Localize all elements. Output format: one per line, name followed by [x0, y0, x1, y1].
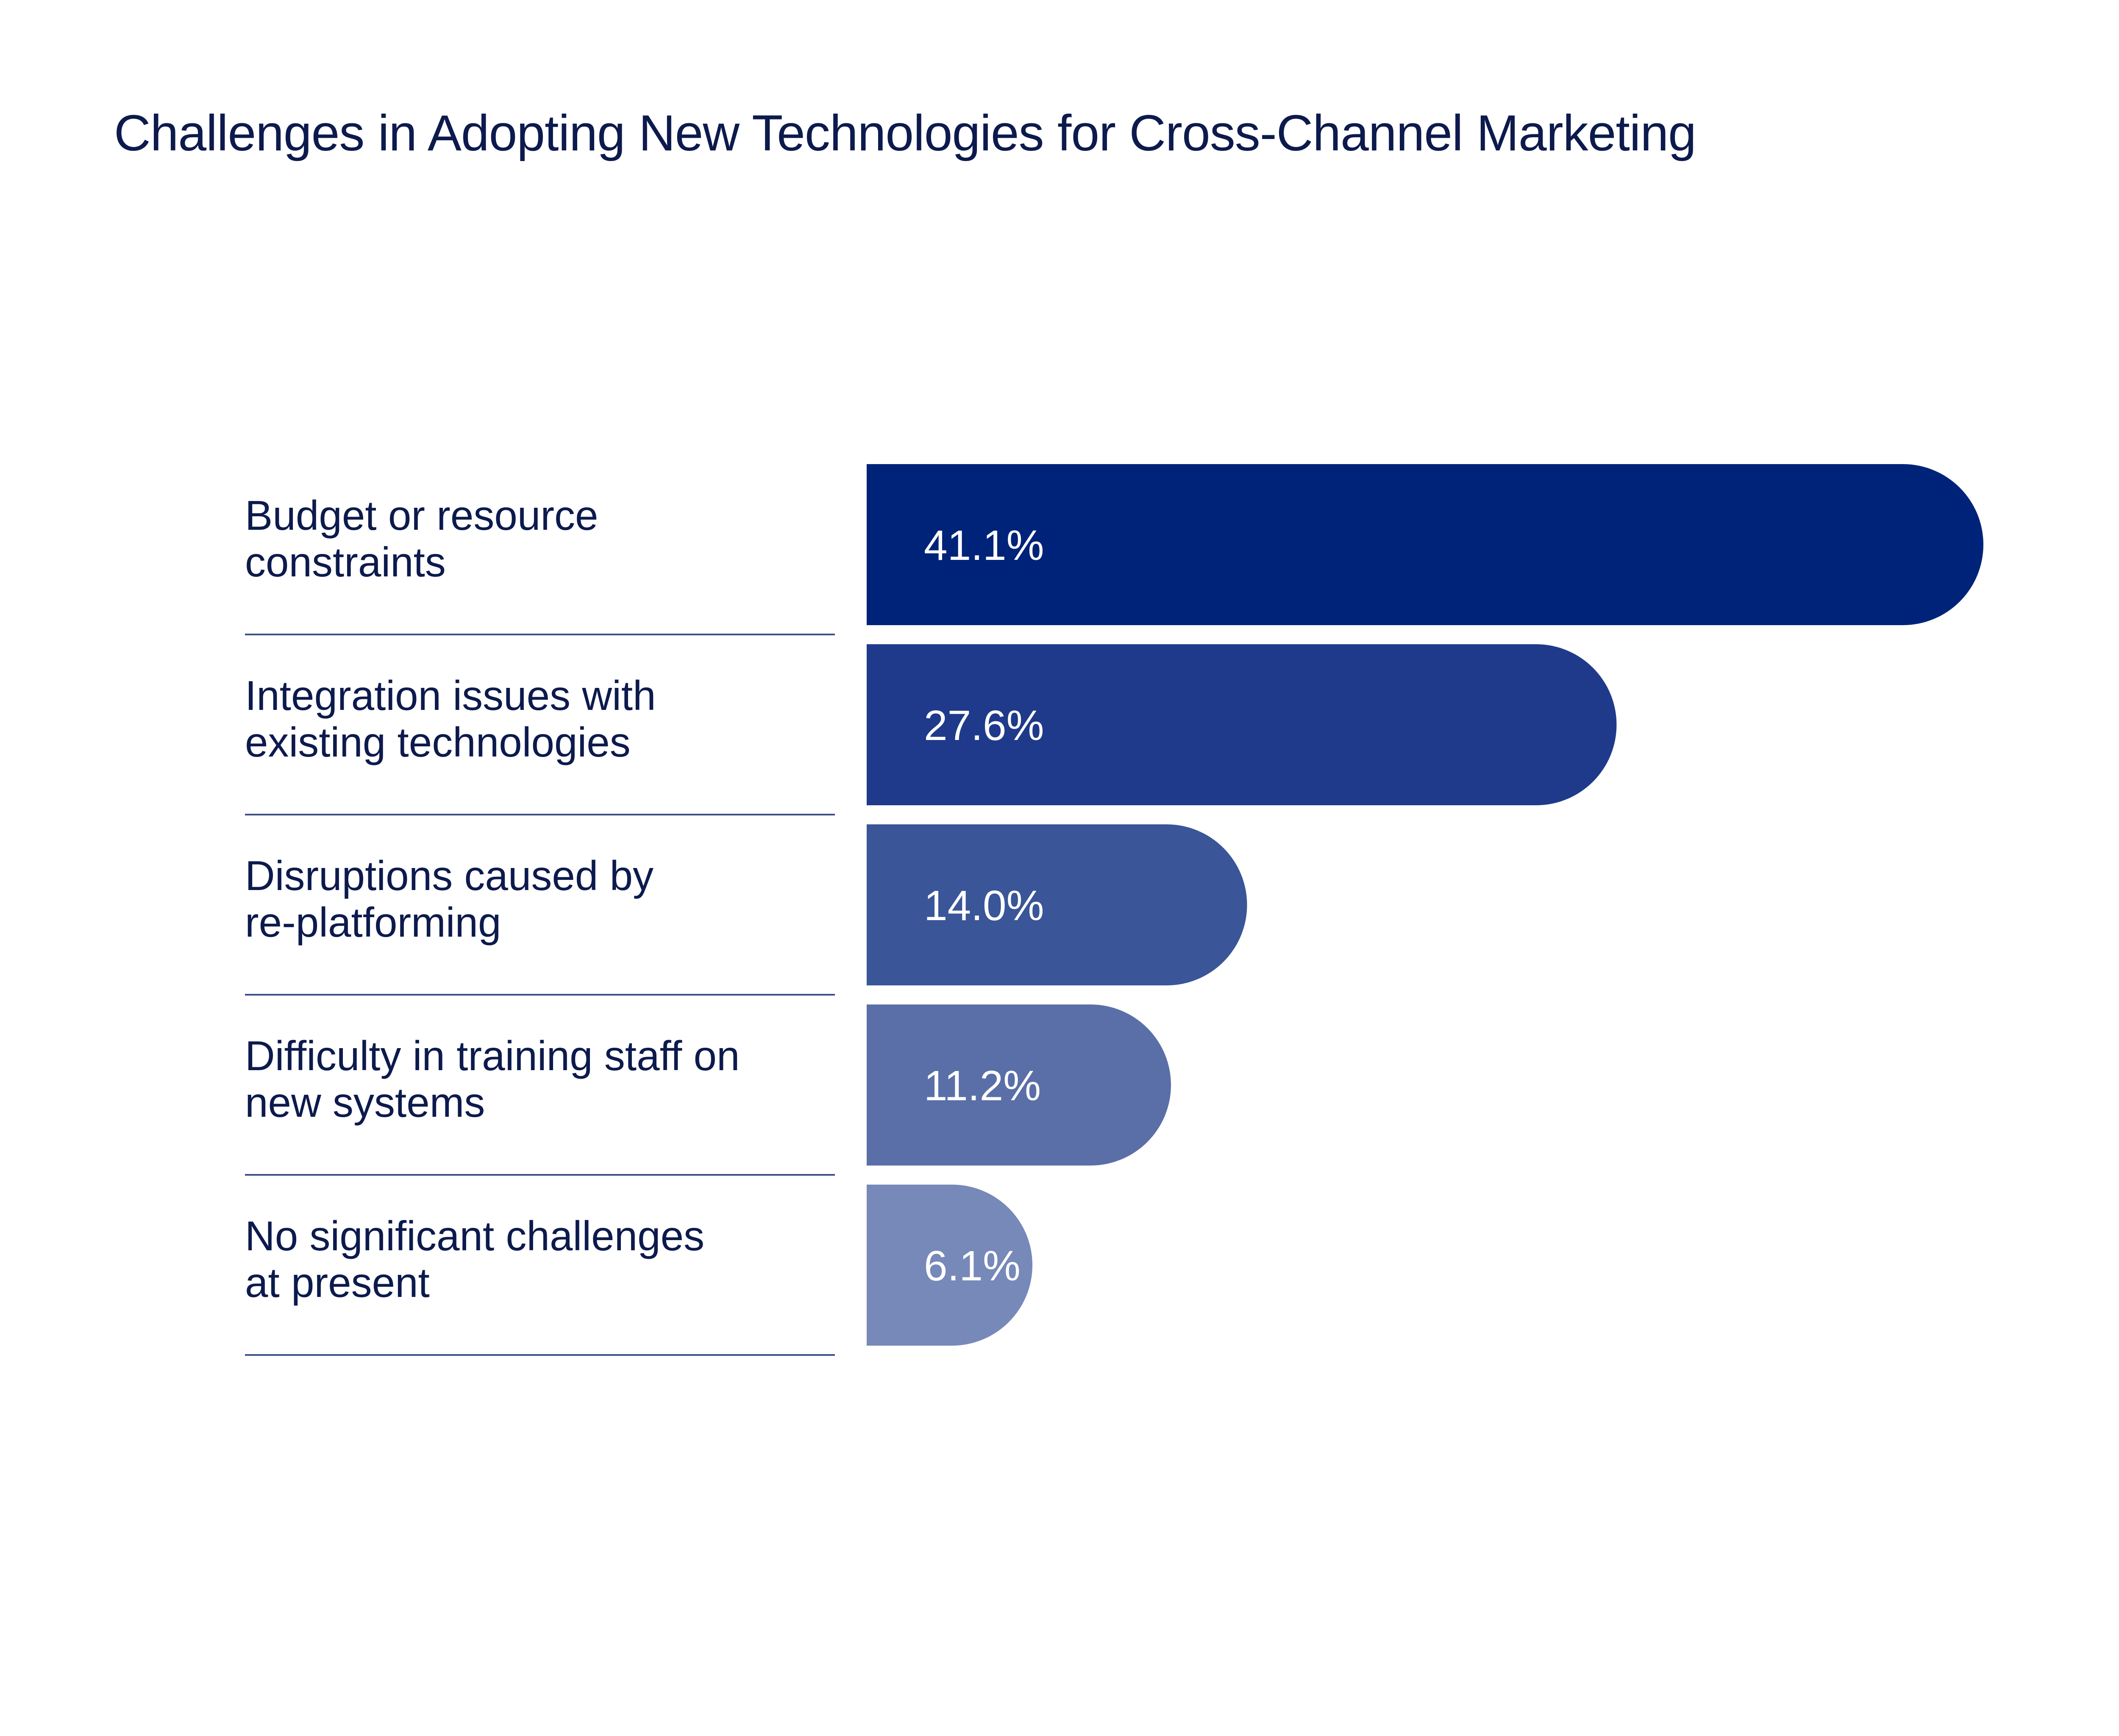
category-label-line: Integration issues with [245, 672, 656, 719]
category-label: Disruptions caused by re-platforming [245, 852, 653, 946]
category-label-line: No significant challenges [245, 1213, 704, 1259]
bar-row: 14.0% Disruptions caused by re-platforming [245, 824, 1247, 996]
category-label-line: Difficulty in training staff on [245, 1032, 740, 1079]
data-label: 14.0% [924, 882, 1044, 929]
bar-row: 41.1% Budget or resource constraints [245, 464, 1983, 635]
bar [867, 824, 1247, 985]
data-label: 41.1% [924, 522, 1044, 569]
category-label: Difficulty in training staff on new syste… [245, 1032, 740, 1126]
data-label: 6.1% [924, 1242, 1021, 1290]
bar [867, 644, 1617, 805]
bar-row: 11.2% Difficulty in training staff on new … [245, 1004, 1171, 1176]
category-label-line: existing technologies [245, 719, 631, 765]
category-label-line: re-platforming [245, 899, 501, 946]
bar-row: 6.1% No significant challenges at present [245, 1185, 1033, 1356]
chart-title: Challenges in Adopting New Technologies … [114, 105, 1696, 161]
category-label: Integration issues with existing technolo… [245, 672, 656, 765]
bar [867, 464, 1983, 625]
bar [867, 1185, 1033, 1346]
category-label-line: Disruptions caused by [245, 852, 653, 899]
data-label: 11.2% [924, 1062, 1041, 1110]
data-label: 27.6% [924, 702, 1044, 749]
category-label-line: constraints [245, 539, 446, 585]
category-label: Budget or resource constraints [245, 492, 598, 585]
category-label-line: Budget or resource [245, 492, 598, 539]
category-label-line: at present [245, 1259, 430, 1306]
bar-row: 27.6% Integration issues with existing tec… [245, 644, 1617, 815]
category-label-line: new systems [245, 1079, 485, 1126]
bar [867, 1004, 1171, 1166]
category-label: No significant challenges at present [245, 1213, 704, 1306]
